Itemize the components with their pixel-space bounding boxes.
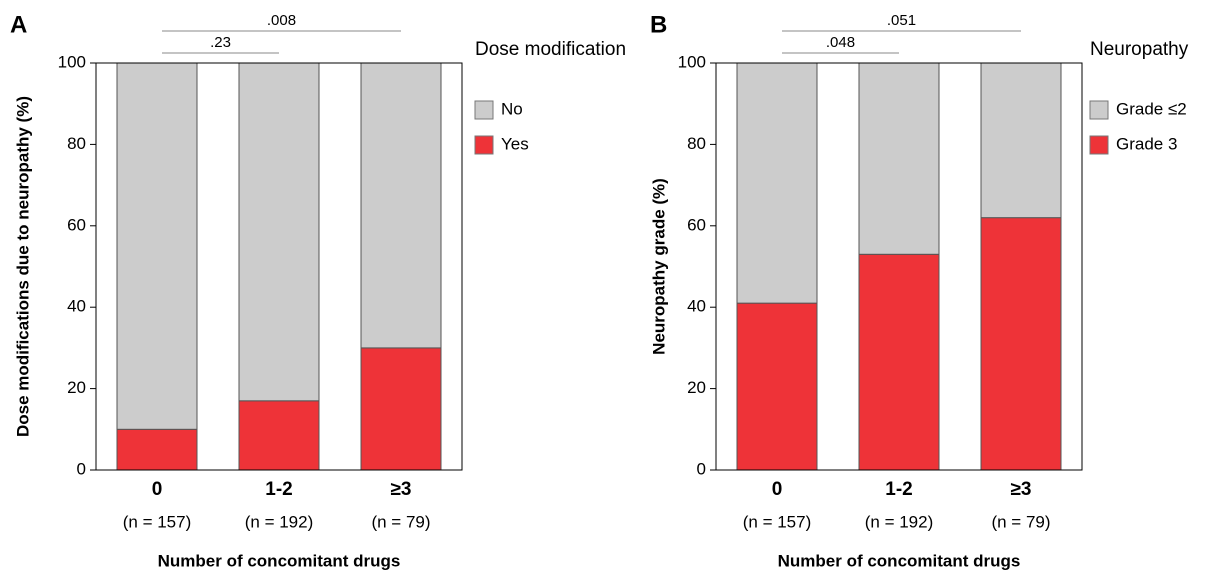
plot-frame (715, 62, 1083, 471)
bar-segment (858, 62, 940, 255)
p-value: .048 (826, 34, 855, 51)
panel-label: B (650, 11, 667, 38)
legend-label: Yes (501, 134, 529, 153)
category-note: (n = 157) (123, 512, 192, 531)
plot-frame (95, 62, 463, 471)
category-note: (n = 79) (371, 512, 430, 531)
bar-segment (238, 62, 320, 402)
y-tick-label: 20 (67, 378, 86, 397)
p-value: .008 (267, 12, 296, 29)
panel-label: A (10, 11, 27, 38)
legend-swatch (1089, 100, 1109, 120)
x-axis-title: Number of concomitant drugs (158, 551, 401, 570)
y-axis-title: Neuropathy grade (%) (649, 178, 668, 355)
legend-title: Dose modification (475, 39, 626, 60)
bar-segment (736, 62, 818, 304)
y-tick-label: 100 (678, 52, 706, 71)
y-tick-label: 0 (697, 459, 706, 478)
legend-swatch (474, 135, 494, 155)
legend-title: Neuropathy (1090, 39, 1189, 60)
bar-segment (360, 347, 442, 471)
y-tick-label: 0 (77, 459, 86, 478)
bar-segment (238, 400, 320, 471)
y-tick-label: 40 (687, 297, 706, 316)
x-tick-label: ≥3 (1011, 479, 1032, 500)
legend-label: Grade ≤2 (1116, 99, 1187, 118)
y-tick-label: 80 (687, 134, 706, 153)
x-tick-label: 1-2 (265, 479, 292, 500)
y-tick-label: 40 (67, 297, 86, 316)
category-note: (n = 79) (991, 512, 1050, 531)
p-value: .23 (210, 34, 231, 51)
bar-segment (980, 217, 1062, 471)
bar-segment (116, 62, 198, 430)
bar-segment (360, 62, 442, 349)
bar-segment (980, 62, 1062, 219)
legend-swatch (1089, 135, 1109, 155)
y-tick-label: 20 (687, 378, 706, 397)
category-note: (n = 192) (245, 512, 314, 531)
legend-label: Grade 3 (1116, 134, 1177, 153)
bar-segment (858, 253, 940, 471)
y-tick-label: 60 (687, 215, 706, 234)
legend-swatch (474, 100, 494, 120)
bar-segment (736, 302, 818, 471)
y-tick-label: 80 (67, 134, 86, 153)
y-tick-label: 60 (67, 215, 86, 234)
category-note: (n = 192) (865, 512, 934, 531)
x-axis-title: Number of concomitant drugs (778, 551, 1021, 570)
x-tick-label: 0 (152, 479, 163, 500)
y-tick-label: 100 (58, 52, 86, 71)
legend-label: No (501, 99, 523, 118)
x-tick-label: ≥3 (391, 479, 412, 500)
y-axis-title: Dose modifications due to neuropathy (%) (13, 96, 32, 437)
bar-segment (116, 428, 198, 471)
x-tick-label: 0 (772, 479, 783, 500)
category-note: (n = 157) (743, 512, 812, 531)
p-value: .051 (887, 12, 916, 29)
x-tick-label: 1-2 (885, 479, 912, 500)
